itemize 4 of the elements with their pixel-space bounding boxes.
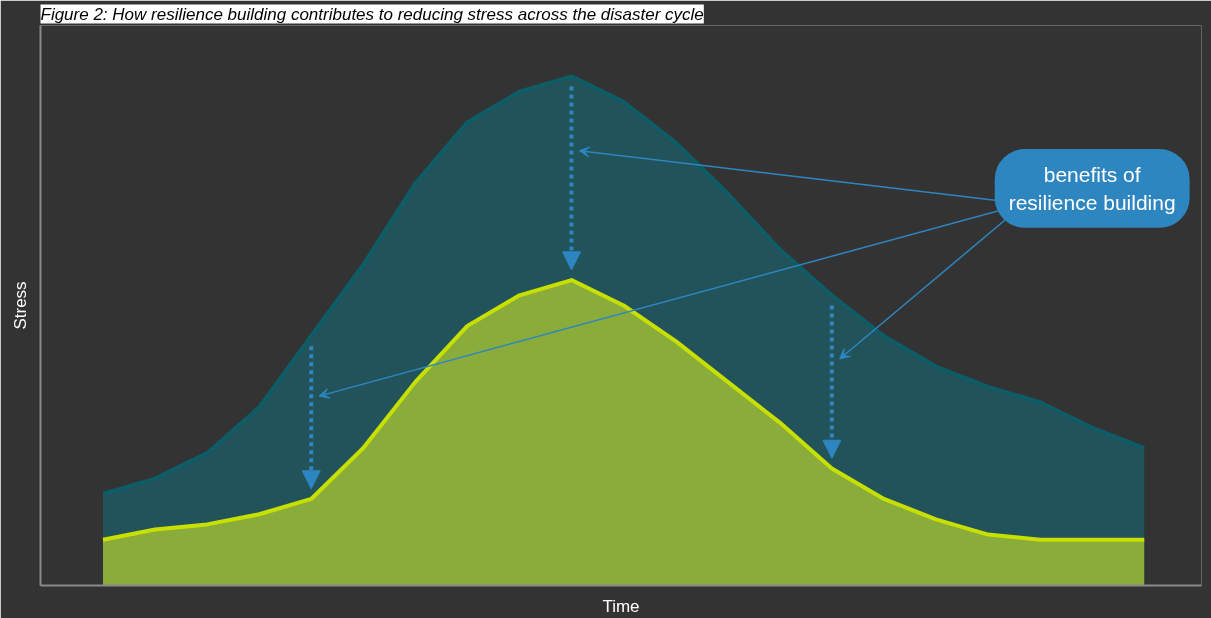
annotation: benefits of resilience building [1008, 163, 1176, 214]
y-axis-title: Stress [10, 281, 30, 330]
chart-title: Figure 2: How resilience building contributes to reducing stress across the disaster cycle [40, 4, 704, 24]
x-axis-title: Time [602, 596, 640, 616]
